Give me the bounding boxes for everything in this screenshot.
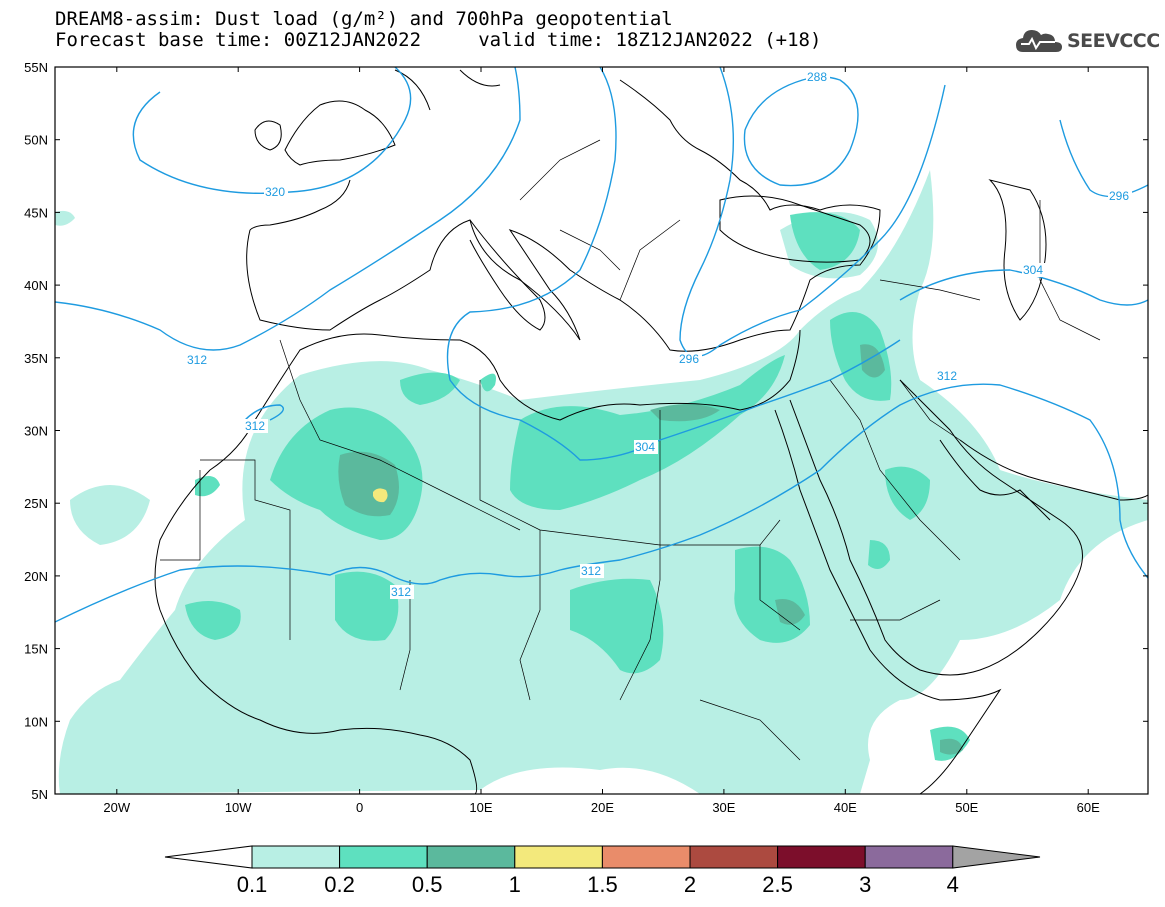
colorbar: 0.1 0.2 0.5 1 1.5 2 2.5 3 4 (164, 845, 1041, 897)
contour-320-line (132, 67, 412, 195)
lat-label: 15N (24, 642, 48, 657)
lon-label: 30E (712, 800, 735, 815)
dust-shading (55, 170, 1148, 794)
lat-label: 25N (24, 496, 48, 511)
colorbar-tick-label: 0.5 (412, 872, 443, 897)
contour-label: 312 (245, 419, 265, 433)
lon-axis (116, 67, 1089, 794)
colorbar-swatch (251, 845, 341, 869)
map-title: DREAM8-assim: Dust load (g/m²) and 700hP… (55, 8, 673, 30)
colorbar-tick-label: 0.2 (324, 872, 355, 897)
lat-label: 40N (24, 278, 48, 293)
colorbar-high-arrow (952, 845, 1041, 869)
lat-label: 45N (24, 205, 48, 220)
colorbar-low-arrow (164, 845, 253, 869)
contour-label: 296 (679, 352, 699, 366)
logo-text: SEEVCCC (1067, 30, 1160, 52)
contour-296-line (679, 67, 946, 357)
lon-label: 50E (955, 800, 978, 815)
lon-label: 10W (225, 800, 252, 815)
lat-label: 20N (24, 569, 48, 584)
lat-axis (55, 66, 1148, 722)
contour-288-line (743, 76, 859, 187)
contour-labels: 288 296 296 304 304 312 312 312 312 312 … (186, 70, 1132, 599)
contour-312-north-line (55, 67, 521, 351)
lon-label: 20W (103, 800, 130, 815)
lat-label: 55N (24, 60, 48, 75)
geopotential-contours (55, 67, 1148, 623)
forecast-time-subtitle: Forecast base time: 00Z12JAN2022 valid t… (55, 29, 822, 51)
lat-label: 35N (24, 351, 48, 366)
contour-312-mid-line (244, 404, 284, 421)
lon-labels: 20W 10W 0 10E 20E 30E 40E 50E 60E (103, 800, 1100, 815)
colorbar-tick-label: 2.5 (762, 872, 793, 897)
lon-label: 20E (591, 800, 614, 815)
lon-label: 0 (356, 800, 363, 815)
contour-296-east-line (1059, 119, 1148, 198)
colorbar-swatch (514, 845, 603, 869)
contour-label: 312 (187, 353, 207, 367)
colorbar-swatch (426, 845, 516, 869)
lat-label: 30N (24, 424, 48, 439)
lat-label: 5N (31, 787, 48, 802)
cloud-logo-icon (1016, 30, 1062, 52)
contour-label: 312 (937, 369, 957, 383)
lon-label: 60E (1077, 800, 1100, 815)
colorbar-swatch (777, 845, 866, 869)
contour-304-east-line (899, 269, 1148, 306)
contour-label: 304 (1023, 263, 1043, 277)
lon-label: 10E (469, 800, 492, 815)
contour-label: 312 (391, 585, 411, 599)
seevccc-logo: SEEVCCC (1015, 26, 1160, 56)
colorbar-swatch (689, 845, 779, 869)
colorbar-tick-label: 0.1 (237, 872, 268, 897)
colorbar-swatch (864, 845, 954, 869)
contour-label: 312 (581, 564, 601, 578)
contour-label: 304 (635, 440, 655, 454)
colorbar-tick-label: 1 (509, 872, 521, 897)
colorbar-tick-label: 4 (947, 872, 959, 897)
lat-label: 50N (24, 133, 48, 148)
colorbar-tick-label: 1.5 (587, 872, 618, 897)
contour-label: 296 (1109, 189, 1129, 203)
contour-label: 288 (807, 70, 827, 84)
contour-304-line (446, 67, 901, 461)
colorbar-tick-label: 3 (859, 872, 871, 897)
country-borders (160, 139, 1101, 761)
colorbar-swatch (339, 845, 428, 869)
lon-label: 40E (834, 800, 857, 815)
colorbar-swatch (601, 845, 691, 869)
lat-labels: 55N 50N 45N 40N 35N 30N 25N 20N 15N 10N … (24, 60, 48, 802)
contour-label: 320 (265, 185, 285, 199)
contour-312-south-line (55, 383, 1148, 623)
lat-label: 10N (24, 714, 48, 729)
coastlines (154, 69, 1148, 794)
colorbar-tick-label: 2 (684, 872, 696, 897)
